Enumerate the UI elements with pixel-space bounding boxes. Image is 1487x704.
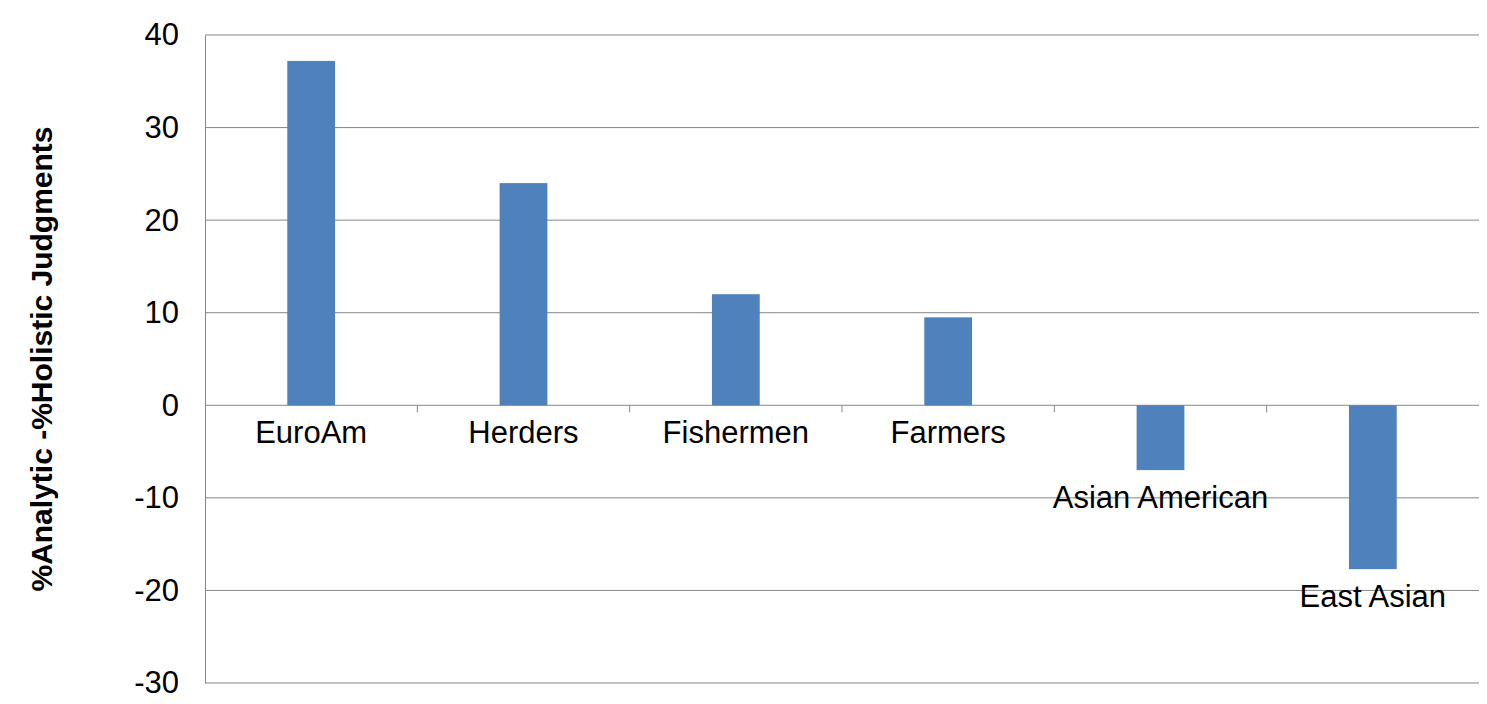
x-labels: EuroAm Herders Fishermen Farmers Asian Ameri…: [255, 415, 1446, 614]
y-tick-label: 10: [145, 295, 179, 330]
y-tick: 30: [145, 110, 205, 145]
grid: [205, 35, 1479, 683]
plot: -30 -20 -10 0 10 20 30 40 EuroAm Herders Fishermen…: [134, 17, 1479, 700]
x-tick-label: East Asian: [1300, 579, 1446, 614]
y-tick-label: 30: [145, 110, 179, 145]
y-tick-label: 0: [162, 388, 179, 423]
grid-line: [205, 497, 1479, 498]
grid-line: [205, 127, 1479, 128]
grid-line: [205, 220, 1479, 221]
y-tick-label: -20: [134, 573, 179, 608]
bars: [287, 61, 1396, 569]
y-axis-line: [205, 36, 206, 684]
y-tick: 20: [145, 203, 205, 238]
y-tick: 0: [162, 388, 205, 423]
x-boundary-tick: [417, 405, 418, 412]
y-tick-label: 40: [145, 17, 179, 52]
y-axis-title: %Analytic -%Holistic Judgments: [25, 126, 58, 591]
y-tick: 10: [145, 295, 205, 330]
x-tick-label: EuroAm: [255, 415, 367, 450]
bar: [287, 61, 335, 405]
grid-line: [205, 683, 1479, 684]
grid-line: [205, 35, 1479, 36]
y-tick: -10: [134, 480, 205, 515]
x-boundary-tick: [1266, 405, 1267, 412]
x-tick-label: Fishermen: [663, 415, 809, 450]
x-tick-label: Asian American: [1053, 480, 1268, 515]
y-tick: -20: [134, 573, 205, 608]
bar: [500, 183, 548, 405]
grid-line: [205, 312, 1479, 313]
y-tick-label: -30: [134, 665, 179, 700]
y-tick: -30: [134, 665, 205, 700]
y-axis: -30 -20 -10 0 10 20 30 40: [134, 17, 205, 700]
x-tick-label: Farmers: [890, 415, 1005, 450]
y-tick-label: -10: [134, 480, 179, 515]
x-boundary-tick: [842, 405, 843, 412]
x-boundary-tick: [1054, 405, 1055, 412]
y-tick: 40: [145, 17, 205, 52]
y-tick-label: 20: [145, 203, 179, 238]
bar: [1349, 405, 1397, 569]
chart: -30 -20 -10 0 10 20 30 40 EuroAm Herders Fishermen…: [0, 0, 1487, 704]
grid-line: [205, 590, 1479, 591]
x-boundary-tick: [629, 405, 630, 412]
x-tick-label: Herders: [468, 415, 578, 450]
bar: [1137, 405, 1185, 470]
bar: [924, 317, 972, 405]
bar: [712, 294, 760, 405]
